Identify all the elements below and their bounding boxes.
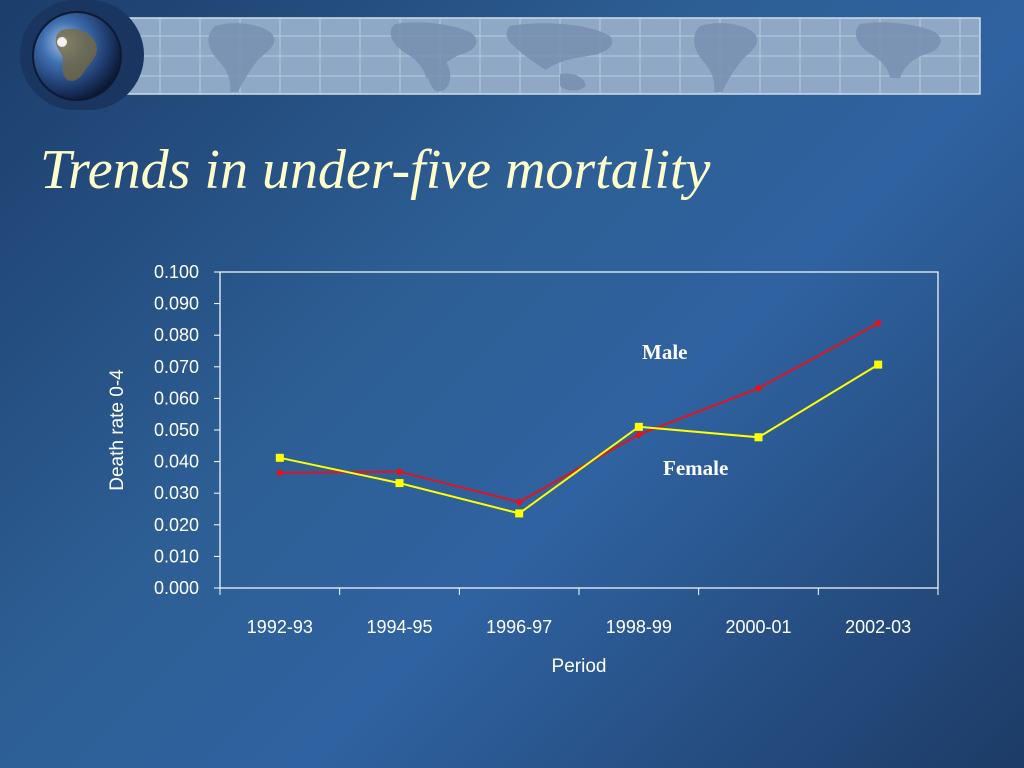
plot-area [219, 271, 939, 589]
data-point-male [515, 498, 524, 507]
data-point-female [754, 433, 763, 442]
y-tick-label: 0.010 [154, 546, 199, 566]
y-tick-label: 0.060 [154, 388, 199, 408]
y-tick-label: 0.050 [154, 420, 199, 440]
data-point-male [395, 467, 404, 476]
series-line-male [279, 322, 879, 504]
y-tick-label: 0.090 [154, 294, 199, 314]
series-label-female: Female [663, 456, 728, 480]
data-point-male [874, 319, 883, 328]
data-point-male [275, 468, 284, 477]
header-banner [20, 0, 981, 110]
x-tick-label: 2002-03 [845, 617, 911, 637]
y-tick-label: 0.070 [154, 357, 199, 377]
x-tick-label: 1996-97 [486, 617, 552, 637]
y-axis-title: Death rate 0-4 [107, 369, 128, 491]
map-continents [208, 22, 941, 92]
series-lines [279, 322, 879, 515]
x-tick-label: 1994-95 [366, 617, 432, 637]
y-tick-label: 0.030 [154, 483, 199, 503]
data-point-male [634, 430, 643, 439]
data-point-female [634, 422, 643, 431]
y-tick-label: 0.080 [154, 325, 199, 345]
y-tick-label: 0.100 [154, 262, 199, 282]
x-tick-label: 1992-93 [247, 617, 313, 637]
data-point-female [515, 509, 524, 518]
series-label-male: Male [642, 340, 687, 364]
x-axis: 1992-93 1994-95 1996-97 1998-99 2000-01 2002-… [219, 588, 939, 637]
x-axis-title: Period [552, 656, 607, 677]
x-tick-label: 2000-01 [725, 617, 791, 637]
data-point-female [395, 479, 404, 488]
data-point-female [874, 360, 883, 369]
series-line-female [279, 363, 879, 515]
y-axis: 0.000 0.010 0.020 0.030 0.040 0.050 0.060 0.070… [154, 262, 220, 598]
x-tick-label: 1998-99 [606, 617, 672, 637]
data-point-female [275, 453, 284, 462]
globe-highlight [57, 37, 67, 47]
y-tick-label: 0.000 [154, 578, 199, 598]
y-tick-label: 0.040 [154, 452, 199, 472]
series-markers [275, 319, 883, 518]
y-tick-label: 0.020 [154, 515, 199, 535]
data-point-male [754, 384, 763, 393]
slide-title: Trends in under-five mortality [40, 139, 711, 201]
